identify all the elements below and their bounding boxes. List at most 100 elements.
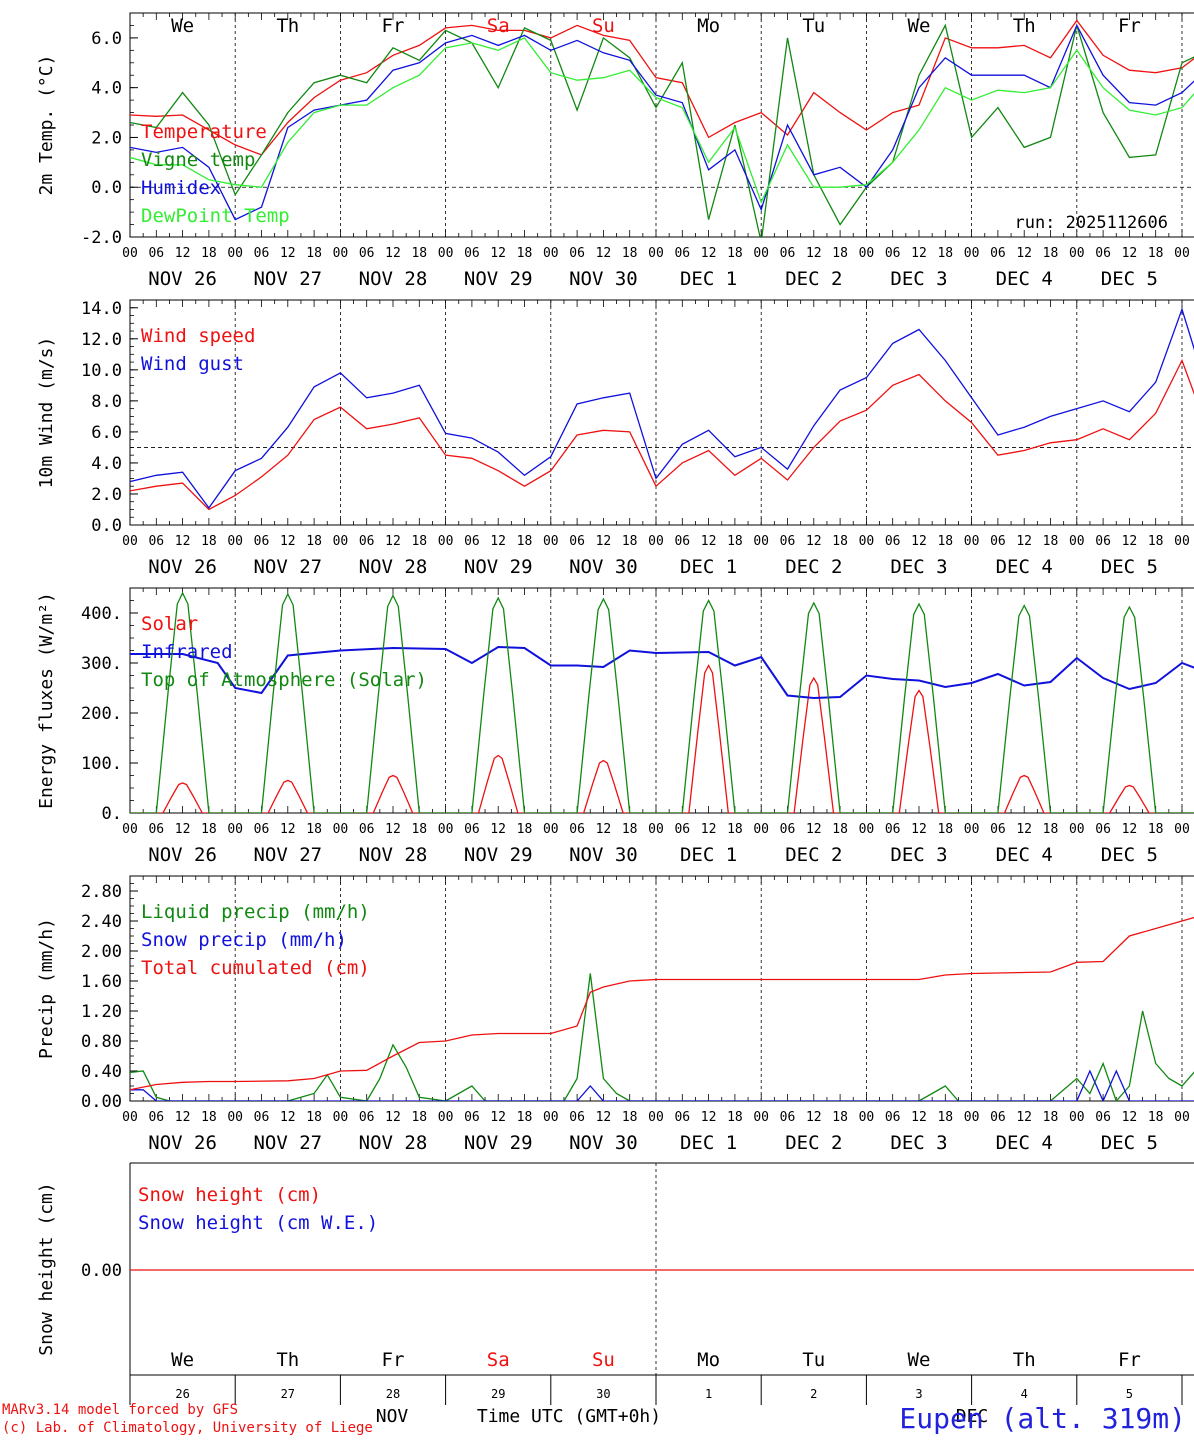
run-label: run: 2025112606 — [1014, 213, 1168, 233]
temperature-hour-label: 00 — [1069, 246, 1085, 261]
precip-hour-label: 12 — [1016, 1110, 1032, 1125]
temperature-series-temperature — [130, 19, 1194, 156]
precip-hour-label: 18 — [201, 1110, 217, 1125]
snow-day-number: 29 — [491, 1387, 505, 1401]
snow-day-number: 1 — [705, 1387, 712, 1401]
wind-hour-label: 18 — [1148, 534, 1164, 549]
precip-hour-label: 12 — [175, 1110, 191, 1125]
energy-hour-label: 00 — [333, 822, 349, 837]
wind-hour-label: 12 — [701, 534, 717, 549]
temperature-hour-label: 12 — [596, 246, 612, 261]
wind-series-wind-speed — [130, 358, 1194, 511]
snow-weekday-label: Mo — [697, 1349, 720, 1371]
wind-hour-label: 00 — [438, 534, 454, 549]
precip-hour-label: 00 — [859, 1110, 875, 1125]
precip-series-liquid-precip-mm-h — [130, 973, 1194, 1101]
precip-ytick-label: 0.80 — [81, 1032, 122, 1052]
precip-hour-label: 12 — [1122, 1110, 1138, 1125]
temperature-hour-label: 06 — [885, 246, 901, 261]
energy-date-label: NOV 30 — [569, 844, 638, 866]
precip-date-label: NOV 26 — [148, 1132, 217, 1154]
temperature-date-label: DEC 1 — [680, 268, 737, 290]
wind-hour-label: 12 — [806, 534, 822, 549]
wind-ytick-label: 10.0 — [81, 361, 122, 381]
precip-ytick-label: 0.00 — [81, 1092, 122, 1112]
wind-ytick-label: 4.0 — [91, 454, 122, 474]
energy-hour-label: 18 — [832, 822, 848, 837]
energy-series-top-of-atmosphere-solar — [130, 591, 1194, 813]
month-nov-label: NOV — [376, 1406, 409, 1427]
snow-day-number: 3 — [915, 1387, 922, 1401]
temperature-date-label: DEC 5 — [1101, 268, 1158, 290]
precip-hour-label: 06 — [780, 1110, 796, 1125]
lab-credit: (c) Lab. of Climatology, University of L… — [2, 1420, 373, 1436]
energy-series-infrared — [130, 645, 1194, 700]
temperature-date-label: DEC 2 — [785, 268, 842, 290]
precip-hour-label: 18 — [411, 1110, 427, 1125]
temperature-hour-label: 18 — [832, 246, 848, 261]
temperature-hour-label: 00 — [438, 246, 454, 261]
wind-hour-label: 12 — [490, 534, 506, 549]
temperature-hour-label: 00 — [964, 246, 980, 261]
precip-hour-label: 00 — [227, 1110, 243, 1125]
energy-hour-label: 00 — [859, 822, 875, 837]
energy-hour-label: 18 — [937, 822, 953, 837]
precip-hour-label: 12 — [490, 1110, 506, 1125]
energy-hour-label: 18 — [517, 822, 533, 837]
month-dec-label: DEC — [956, 1406, 989, 1427]
precip-hour-label: 18 — [1043, 1110, 1059, 1125]
temperature-hour-label: 12 — [1122, 246, 1138, 261]
energy-hour-label: 00 — [648, 822, 664, 837]
precip-date-label: DEC 2 — [785, 1132, 842, 1154]
wind-series-wind-gust — [130, 307, 1194, 510]
temperature-date-label: NOV 29 — [464, 268, 533, 290]
precip-hour-label: 06 — [885, 1110, 901, 1125]
temperature-ytick-label: 4.0 — [91, 79, 122, 99]
precip-hour-label: 18 — [1148, 1110, 1164, 1125]
temperature-hour-label: 12 — [385, 246, 401, 261]
snow-weekday-label: Su — [592, 1349, 615, 1371]
wind-ytick-label: 12.0 — [81, 330, 122, 350]
precip-ytick-label: 2.00 — [81, 942, 122, 962]
precip-hour-label: 18 — [306, 1110, 322, 1125]
temperature-hour-label: 06 — [990, 246, 1006, 261]
wind-hour-label: 00 — [122, 534, 138, 549]
wind-ytick-label: 14.0 — [81, 299, 122, 319]
energy-ytick-label: 400. — [81, 604, 122, 624]
precip-hour-label: 06 — [359, 1110, 375, 1125]
energy-hour-label: 06 — [464, 822, 480, 837]
energy-hour-label: 12 — [490, 822, 506, 837]
wind-date-label: DEC 2 — [785, 556, 842, 578]
temperature-date-label: NOV 27 — [253, 268, 322, 290]
precip-hour-label: 00 — [1069, 1110, 1085, 1125]
temperature-ytick-label: -2.0 — [81, 228, 122, 248]
snow-day-number: 4 — [1021, 1387, 1028, 1401]
snow-panel: 0.00 Snow height (cm) Snow height (cm) Snow… — [36, 1162, 1194, 1405]
energy-hour-label: 06 — [990, 822, 1006, 837]
energy-hour-label: 06 — [569, 822, 585, 837]
temperature-hour-label: 12 — [701, 246, 717, 261]
wind-ylabel: 10m Wind (m/s) — [36, 337, 57, 489]
temperature-ytick-label: 2.0 — [91, 128, 122, 148]
wind-hour-label: 00 — [333, 534, 349, 549]
temperature-hour-label: 06 — [1095, 246, 1111, 261]
wind-hour-label: 00 — [227, 534, 243, 549]
precip-hour-label: 18 — [517, 1110, 533, 1125]
precip-hour-label: 06 — [990, 1110, 1006, 1125]
precip-date-label: NOV 28 — [359, 1132, 428, 1154]
snow-legend-item: Snow height (cm W.E.) — [138, 1212, 378, 1234]
wind-hour-label: 00 — [1069, 534, 1085, 549]
top-weekday-label: Sa — [487, 15, 510, 37]
time-axis-label: Time UTC (GMT+0h) — [477, 1406, 661, 1427]
temperature-ytick-label: 6.0 — [91, 29, 122, 49]
energy-hour-label: 00 — [543, 822, 559, 837]
wind-date-label: DEC 5 — [1101, 556, 1158, 578]
temperature-hour-label: 18 — [1148, 246, 1164, 261]
wind-hour-label: 00 — [543, 534, 559, 549]
energy-hour-label: 12 — [1122, 822, 1138, 837]
energy-panel: 0. 100. 200. 300. 400. Energy fluxes (W/m²) So… — [36, 587, 1194, 866]
temperature-hour-label: 06 — [359, 246, 375, 261]
snow-ytick-label: 0.00 — [81, 1261, 122, 1281]
precip-hour-label: 12 — [806, 1110, 822, 1125]
temperature-series-vigne-temp — [130, 22, 1194, 237]
